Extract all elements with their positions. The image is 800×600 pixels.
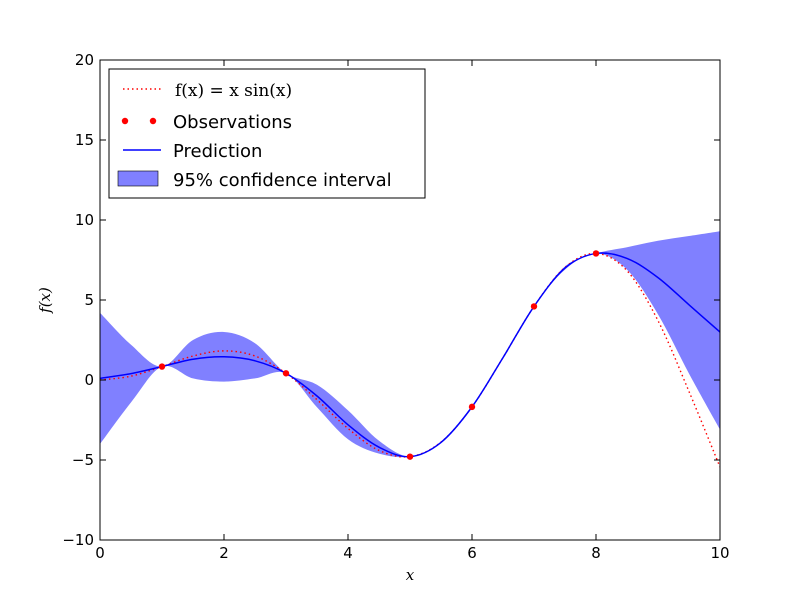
observation-point <box>530 303 538 310</box>
observation-points <box>158 250 600 460</box>
plot-area <box>100 231 720 468</box>
x-tick-label: 4 <box>343 544 353 562</box>
y-axis-ticks: −10 −5 0 5 10 15 20 <box>62 51 720 549</box>
x-tick-label: 6 <box>467 544 477 562</box>
observation-point <box>468 403 476 411</box>
y-tick-label: 20 <box>75 51 94 69</box>
x-tick-label: 10 <box>710 544 729 562</box>
y-tick-label: −5 <box>72 451 94 469</box>
observation-point <box>406 453 414 460</box>
y-tick-label: 10 <box>75 211 94 229</box>
observation-point <box>282 370 290 377</box>
legend-confidence-label: 95% confidence interval <box>173 170 392 191</box>
legend-true-function-label: f(x) = x sin(x) <box>175 81 292 101</box>
legend-prediction-label: Prediction <box>173 141 262 162</box>
x-tick-label: 2 <box>219 544 229 562</box>
x-axis-label: x <box>406 566 415 584</box>
y-tick-label: −10 <box>62 531 94 549</box>
y-axis-label: f(x) <box>36 287 54 314</box>
y-tick-label: 15 <box>75 131 94 149</box>
legend-box <box>108 68 426 199</box>
x-axis-ticks: 0 2 4 6 8 10 <box>95 60 730 562</box>
legend-observations-marker-2 <box>149 117 157 125</box>
x-tick-label: 8 <box>591 544 601 562</box>
observation-point <box>592 250 600 257</box>
y-tick-label: 5 <box>84 291 94 309</box>
observation-point <box>158 363 166 370</box>
legend-confidence-swatch <box>117 170 159 187</box>
legend: f(x) = x sin(x) Observations Prediction … <box>108 68 426 199</box>
legend-observations-label: Observations <box>173 112 292 133</box>
confidence-interval-band <box>100 231 720 458</box>
legend-observations-marker-1 <box>121 117 129 125</box>
y-tick-label: 0 <box>84 371 94 389</box>
x-tick-label: 0 <box>95 544 105 562</box>
